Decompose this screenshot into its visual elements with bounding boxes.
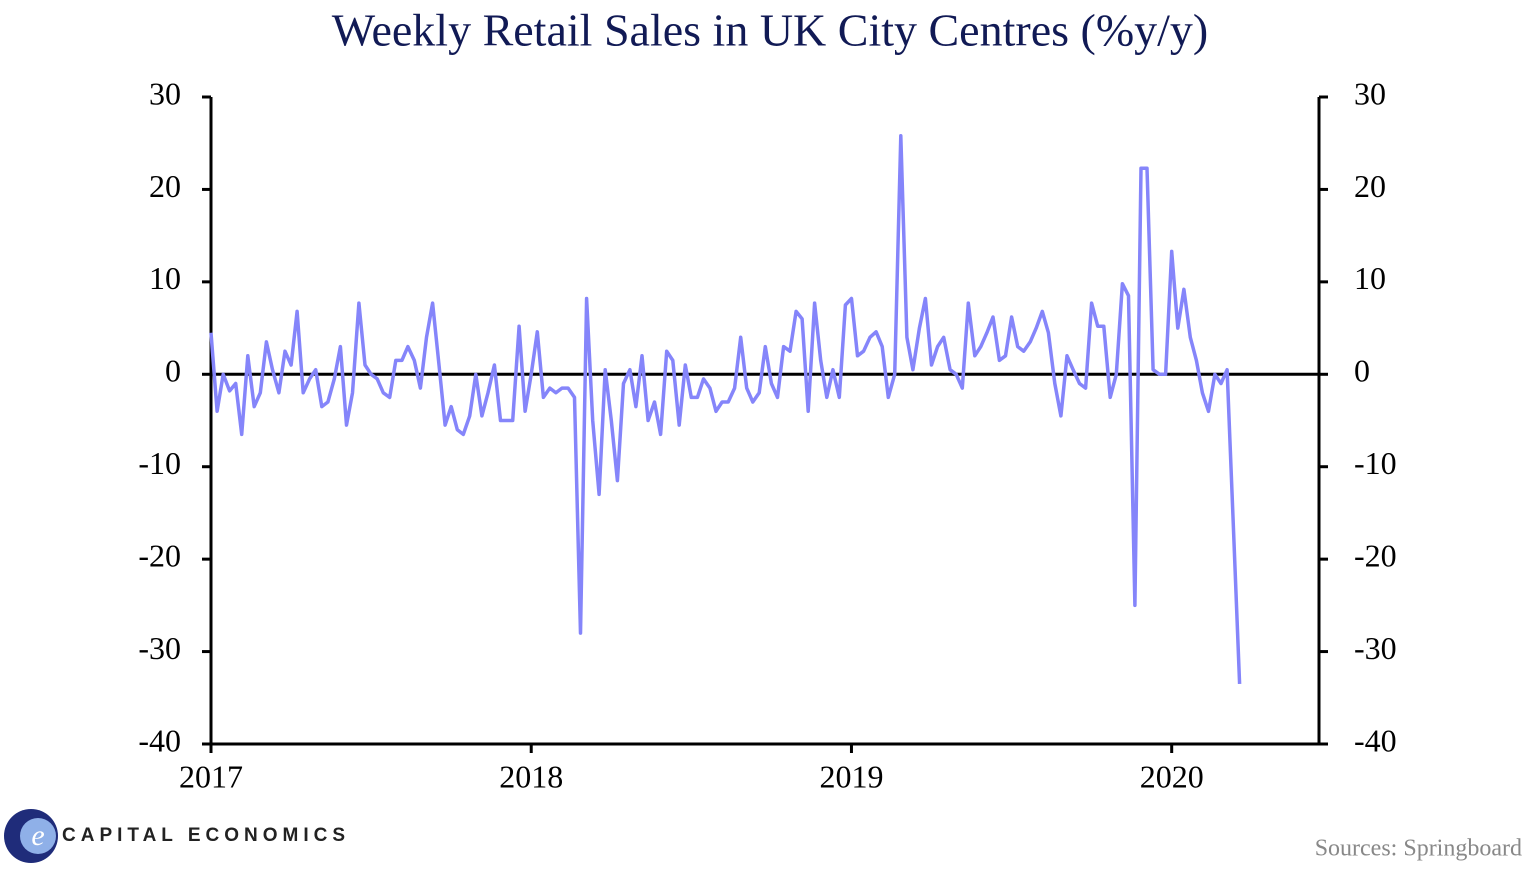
series-line xyxy=(209,134,1242,684)
y2-tick-label: -10 xyxy=(1354,445,1397,481)
logo-icon-inner xyxy=(20,818,56,854)
y2-tick-label: -40 xyxy=(1354,722,1397,758)
y-tick-label: 10 xyxy=(149,260,181,296)
logo: e CAPITAL ECONOMICS xyxy=(4,809,350,863)
source: Sources: Springboard xyxy=(1315,836,1522,862)
y-tick-label: -20 xyxy=(138,537,181,573)
y2-tick-label: 30 xyxy=(1354,75,1386,111)
y-tick-label: 20 xyxy=(149,168,181,204)
y-tick-label: 30 xyxy=(149,75,181,111)
y2-tick-label: 0 xyxy=(1354,353,1370,389)
x-tick-label: 2019 xyxy=(819,758,883,794)
logo-letter: e xyxy=(31,819,44,852)
x-tick-label: 2017 xyxy=(179,758,243,794)
y2-tick-label: 10 xyxy=(1354,260,1386,296)
chart-title: Weekly Retail Sales in UK City Centres (… xyxy=(332,5,1209,56)
x-tick-label: 2020 xyxy=(1140,758,1204,794)
y-tick-label: -40 xyxy=(138,722,181,758)
y-tick-label: -30 xyxy=(138,630,181,666)
y2-tick-label: 20 xyxy=(1354,168,1386,204)
x-tick-label: 2018 xyxy=(499,758,563,794)
y-tick-label: 0 xyxy=(165,353,181,389)
y2-tick-label: -20 xyxy=(1354,537,1397,573)
y-tick-label: -10 xyxy=(138,445,181,481)
logo-text: CAPITAL ECONOMICS xyxy=(62,825,350,846)
y2-tick-label: -30 xyxy=(1354,630,1397,666)
